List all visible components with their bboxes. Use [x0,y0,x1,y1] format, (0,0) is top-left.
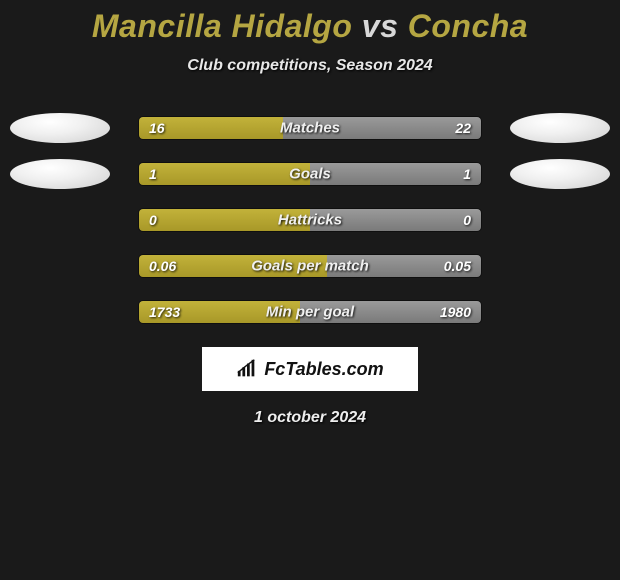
stat-bar: 0.06 0.05 Goals per match [138,254,482,278]
comparison-infographic: Mancilla Hidalgo vs Concha Club competit… [0,0,620,427]
player2-avatar [510,113,610,143]
stat-value-right: 1 [463,166,471,182]
stat-value-left: 1733 [149,304,180,320]
bar-chart-icon [236,358,258,380]
branding-box: FcTables.com [202,347,418,391]
player2-name: Concha [408,8,528,44]
stat-row: 16 22 Matches [0,105,620,151]
vs-separator: vs [362,8,399,44]
stat-label: Matches [280,120,340,137]
stat-row: 1 1 Goals [0,151,620,197]
player1-name: Mancilla Hidalgo [92,8,352,44]
stat-value-left: 16 [149,120,165,136]
stat-label: Goals [289,166,331,183]
stat-bar: 1733 1980 Min per goal [138,300,482,324]
stat-row: 1733 1980 Min per goal [0,289,620,335]
stat-bar: 1 1 Goals [138,162,482,186]
stat-value-right: 0 [463,212,471,228]
player2-avatar [510,159,610,189]
footer-date: 1 october 2024 [0,409,620,427]
stat-bar: 16 22 Matches [138,116,482,140]
player1-avatar [10,159,110,189]
bar-segment-left [139,163,310,185]
stat-value-left: 0.06 [149,258,176,274]
stat-row: 0 0 Hattricks [0,197,620,243]
stat-value-left: 1 [149,166,157,182]
stat-value-right: 22 [455,120,471,136]
branding-text: FcTables.com [264,359,383,380]
stat-label: Hattricks [278,212,342,229]
stat-label: Min per goal [266,304,354,321]
stat-value-right: 1980 [440,304,471,320]
stat-row: 0.06 0.05 Goals per match [0,243,620,289]
player1-avatar [10,113,110,143]
stat-value-left: 0 [149,212,157,228]
stat-label: Goals per match [251,258,369,275]
stat-value-right: 0.05 [444,258,471,274]
bar-segment-right [310,163,481,185]
stat-bar: 0 0 Hattricks [138,208,482,232]
stats-list: 16 22 Matches 1 1 Goals 0 0 Hattricks 0.06 0.05 Goa… [0,105,620,335]
page-title: Mancilla Hidalgo vs Concha [0,8,620,45]
subtitle: Club competitions, Season 2024 [0,57,620,75]
